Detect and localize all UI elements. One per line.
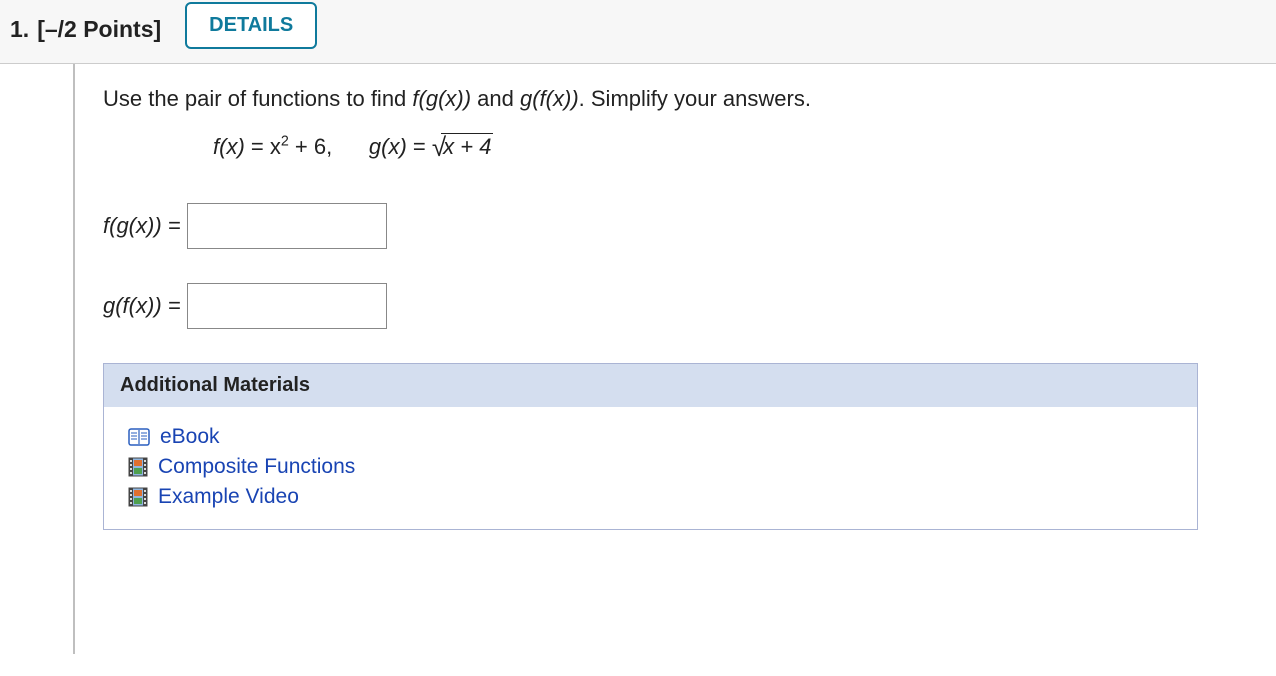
content-wrap: Use the pair of functions to find f(g(x)… [0,64,1276,654]
material-link-example-video[interactable]: Example Video [128,485,1173,509]
answer-label-fg: f(g(x)) = [103,213,181,239]
answer-label-gf: g(f(x)) = [103,293,181,319]
question-prompt: Use the pair of functions to find f(g(x)… [103,86,1248,112]
book-icon [128,428,150,446]
sqrt-expression: √x + 4 [432,132,494,163]
material-label: eBook [160,425,220,449]
material-label: Composite Functions [158,455,355,479]
f-exp: 2 [281,134,289,150]
prompt-suffix: . Simplify your answers. [579,86,811,111]
answer-row-fg: f(g(x)) = [103,203,1248,249]
prompt-gf: g(f(x)) [520,86,579,111]
material-link-ebook[interactable]: eBook [128,425,1173,449]
answer-row-gf: g(f(x)) = [103,283,1248,329]
material-link-composite[interactable]: Composite Functions [128,455,1173,479]
function-definitions: f(x) = x2 + 6, g(x) = √x + 4 [213,132,1248,163]
materials-body: eBook Composite Fun [104,407,1197,529]
f-lhs: f(x) [213,134,245,159]
question-points: [–/2 Points] [37,16,161,43]
g-lhs: g(x) [369,134,407,159]
film-icon [128,457,148,477]
question-number: 1. [10,16,29,43]
f-rhs-base: = x [245,134,281,159]
details-button[interactable]: DETAILS [185,2,317,49]
f-rhs-tail: + 6, [289,134,332,159]
g-eq: = [407,134,432,159]
material-label: Example Video [158,485,299,509]
sqrt-radicand: x + 4 [441,133,493,160]
main-column: Use the pair of functions to find f(g(x)… [75,64,1276,654]
prompt-fg: f(g(x)) [412,86,471,111]
answer-input-gf[interactable] [187,283,387,329]
materials-header: Additional Materials [104,364,1197,407]
left-gutter [0,64,75,654]
question-header: 1. [–/2 Points] DETAILS [0,0,1276,64]
additional-materials: Additional Materials eBook [103,363,1198,530]
film-icon [128,487,148,507]
answer-input-fg[interactable] [187,203,387,249]
prompt-mid: and [471,86,520,111]
prompt-prefix: Use the pair of functions to find [103,86,412,111]
